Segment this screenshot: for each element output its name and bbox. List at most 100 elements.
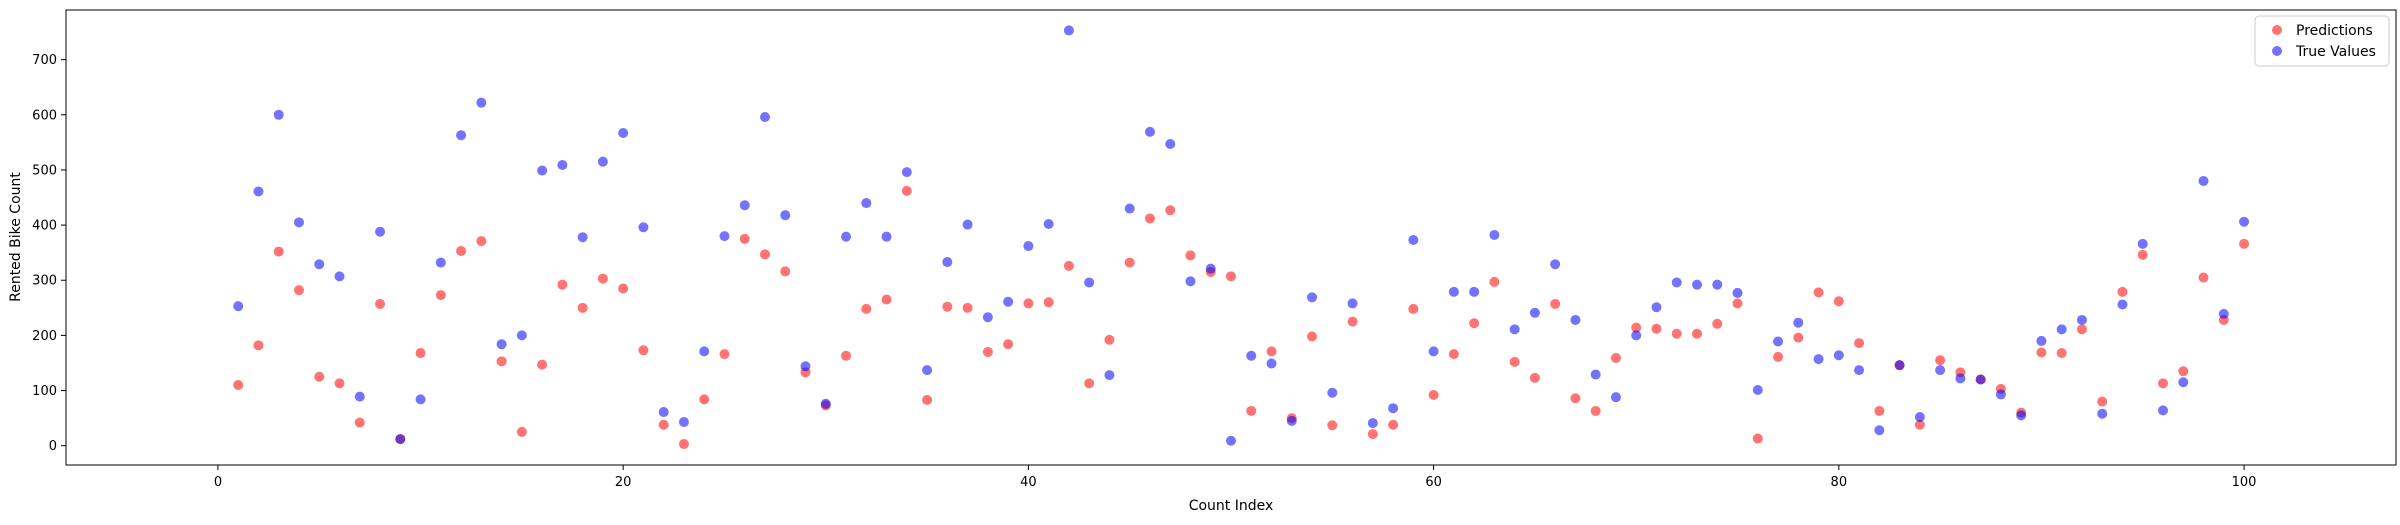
x-tick-label: 40: [1020, 475, 1037, 490]
point-predictions: [1570, 393, 1581, 404]
point-predictions: [942, 301, 953, 312]
point-true-values: [1590, 369, 1601, 380]
point-true-values: [1692, 279, 1702, 290]
point-predictions: [2117, 286, 2128, 297]
point-true-values: [1570, 314, 1581, 325]
point-true-values: [2239, 216, 2250, 227]
point-predictions: [1854, 338, 1865, 349]
point-true-values: [1469, 286, 1480, 297]
x-tick-label: 0: [214, 475, 222, 490]
point-predictions: [1732, 298, 1743, 309]
point-predictions: [1833, 296, 1844, 307]
point-true-values: [577, 232, 588, 243]
point-true-values: [1063, 25, 1074, 36]
point-true-values: [618, 127, 629, 138]
y-tick-label: 200: [32, 329, 57, 344]
point-true-values: [881, 231, 892, 242]
legend: Predictions True Values: [2254, 15, 2390, 67]
point-predictions: [1327, 420, 1338, 431]
point-true-values: [415, 394, 426, 405]
legend-label-true-values: True Values: [2295, 44, 2376, 60]
point-true-values: [1671, 277, 1682, 288]
point-true-values: [1489, 230, 1500, 241]
point-true-values: [2016, 410, 2027, 421]
point-true-values: [2218, 308, 2229, 319]
point-predictions: [273, 246, 284, 257]
point-true-values: [922, 365, 933, 376]
point-predictions: [1347, 316, 1358, 327]
point-true-values: [2076, 314, 2087, 325]
point-predictions: [476, 236, 487, 247]
legend-marker-true-values: [2272, 46, 2282, 56]
point-predictions: [1631, 322, 1642, 333]
point-true-values: [1185, 276, 1196, 287]
point-predictions: [1752, 433, 1763, 444]
point-predictions: [1712, 318, 1723, 329]
point-true-values: [1610, 392, 1621, 403]
point-true-values: [658, 407, 669, 418]
point-true-values: [638, 222, 649, 233]
point-true-values: [354, 391, 365, 402]
point-true-values: [597, 156, 608, 167]
point-predictions: [456, 246, 467, 257]
point-predictions: [1307, 331, 1318, 342]
point-predictions: [1671, 328, 1682, 339]
point-true-values: [1124, 203, 1135, 214]
point-predictions: [719, 349, 730, 360]
point-true-values: [2097, 408, 2108, 419]
point-predictions: [1874, 405, 1885, 416]
point-true-values: [739, 200, 750, 211]
point-true-values: [1084, 277, 1095, 288]
y-tick-label: 300: [32, 274, 57, 289]
point-predictions: [780, 266, 791, 277]
point-predictions: [1124, 257, 1135, 268]
point-predictions: [1529, 372, 1540, 383]
point-predictions: [577, 302, 588, 313]
point-true-values: [375, 226, 386, 237]
point-predictions: [699, 394, 710, 405]
point-true-values: [2036, 335, 2047, 346]
point-true-values: [1266, 358, 1277, 369]
point-true-values: [537, 165, 548, 176]
point-true-values: [1914, 412, 1925, 423]
point-true-values: [800, 361, 811, 372]
y-axis-ticks: 0 100 200 300 400 500 600 700: [32, 53, 66, 454]
point-true-values: [1995, 389, 2006, 400]
point-true-values: [1023, 241, 1034, 252]
point-true-values: [1205, 263, 1216, 274]
point-true-values: [2198, 175, 2209, 186]
point-predictions: [1023, 298, 1034, 309]
point-true-values: [1347, 298, 1358, 309]
point-predictions: [1935, 355, 1946, 366]
point-predictions: [1448, 349, 1459, 360]
data-points: [233, 25, 2250, 450]
point-predictions: [314, 371, 325, 382]
point-true-values: [942, 257, 953, 268]
point-true-values: [1813, 354, 1824, 365]
point-predictions: [1550, 298, 1561, 309]
point-predictions: [1428, 389, 1439, 400]
point-true-values: [1732, 287, 1743, 298]
point-predictions: [1590, 405, 1601, 416]
point-predictions: [2097, 396, 2108, 407]
point-predictions: [516, 426, 527, 437]
point-true-values: [1631, 330, 1642, 341]
point-predictions: [496, 356, 507, 367]
point-true-values: [719, 231, 730, 242]
point-true-values: [1712, 279, 1723, 290]
point-predictions: [2178, 366, 2189, 377]
point-predictions: [1266, 346, 1277, 357]
point-predictions: [1388, 419, 1399, 430]
point-true-values: [1833, 350, 1844, 361]
point-true-values: [395, 434, 406, 445]
point-true-values: [678, 416, 689, 427]
legend-label-predictions: Predictions: [2296, 23, 2373, 39]
y-tick-label: 700: [32, 53, 57, 68]
point-predictions: [1084, 378, 1095, 389]
point-predictions: [2036, 347, 2047, 358]
point-true-values: [962, 219, 973, 230]
point-predictions: [415, 348, 426, 359]
point-true-values: [1388, 403, 1399, 414]
point-true-values: [557, 159, 568, 170]
